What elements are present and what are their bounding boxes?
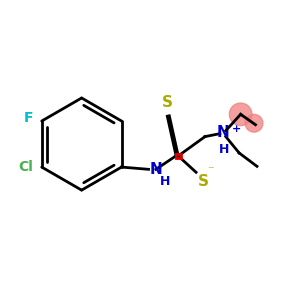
Text: Cl: Cl: [18, 160, 33, 174]
Circle shape: [245, 114, 263, 132]
Text: H: H: [219, 143, 230, 156]
Text: H: H: [160, 175, 170, 188]
Text: F: F: [23, 111, 33, 125]
Text: ⁻: ⁻: [207, 164, 214, 177]
Circle shape: [230, 103, 252, 126]
Text: S: S: [162, 95, 173, 110]
Text: N: N: [216, 125, 229, 140]
Text: N: N: [149, 162, 162, 177]
Text: S: S: [198, 174, 208, 189]
Text: +: +: [232, 124, 241, 134]
